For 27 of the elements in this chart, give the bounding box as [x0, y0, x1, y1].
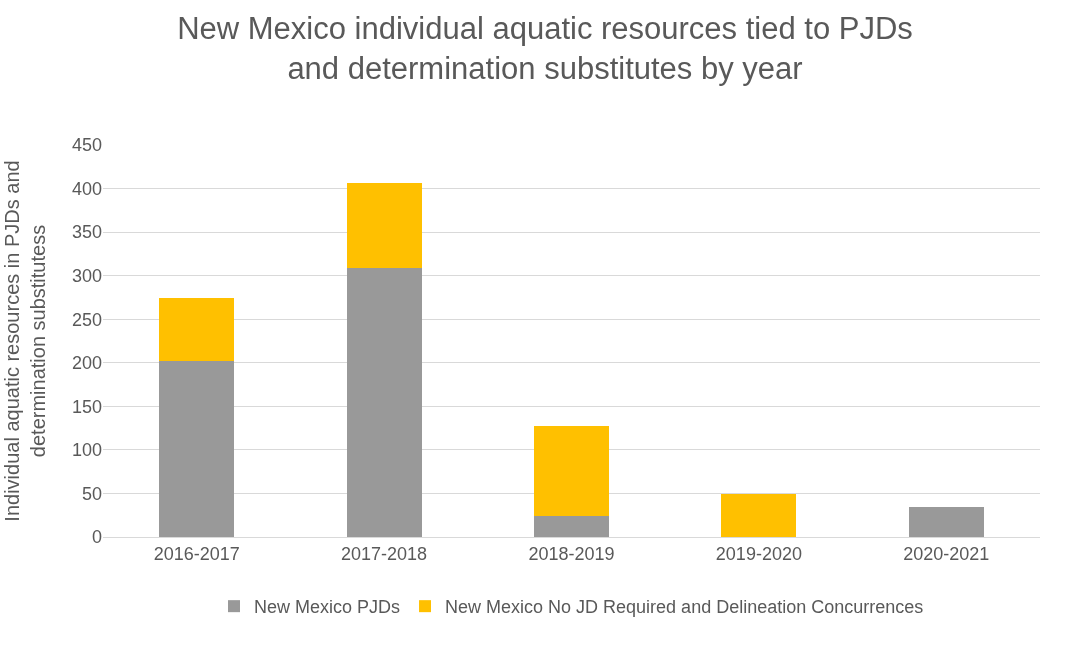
y-tick-label: 250 [71, 309, 102, 330]
y-tick-label: 200 [71, 353, 102, 374]
bar [346, 183, 422, 268]
y-tick-label: 350 [71, 222, 102, 243]
bar [534, 426, 609, 517]
legend-label: New Mexico No JD Required and Delineation Concurrences [445, 597, 924, 618]
bar [534, 516, 609, 537]
y-tick-label: 100 [71, 440, 102, 461]
y-tick-label: 50 [81, 483, 102, 504]
y-tick-label: 150 [71, 396, 102, 417]
x-tick-label: 2016-2017 [153, 543, 240, 564]
y-axis-title: Individual aquatic resources in PJDs and determination substitutess [1, 160, 50, 522]
legend-label: New Mexico PJDs [254, 597, 401, 618]
y-tick-label: 0 [91, 527, 102, 548]
y-tick-label: 400 [71, 178, 102, 199]
x-tick-label: 2017-2018 [341, 543, 428, 564]
x-tick-label: 2019-2020 [715, 543, 802, 564]
chart-title: New Mexico individual aquatic resources tied to PJDs and determination substitutes by year [177, 10, 913, 87]
bar [346, 267, 422, 537]
x-tick-label: 2018-2019 [528, 543, 615, 564]
bar [721, 494, 797, 537]
x-tick-label: 2020-2021 [903, 543, 990, 564]
bar [159, 298, 235, 362]
y-tick-label: 300 [71, 265, 102, 286]
bar [908, 506, 984, 537]
bar [159, 361, 235, 537]
y-tick-label: 450 [71, 135, 102, 156]
